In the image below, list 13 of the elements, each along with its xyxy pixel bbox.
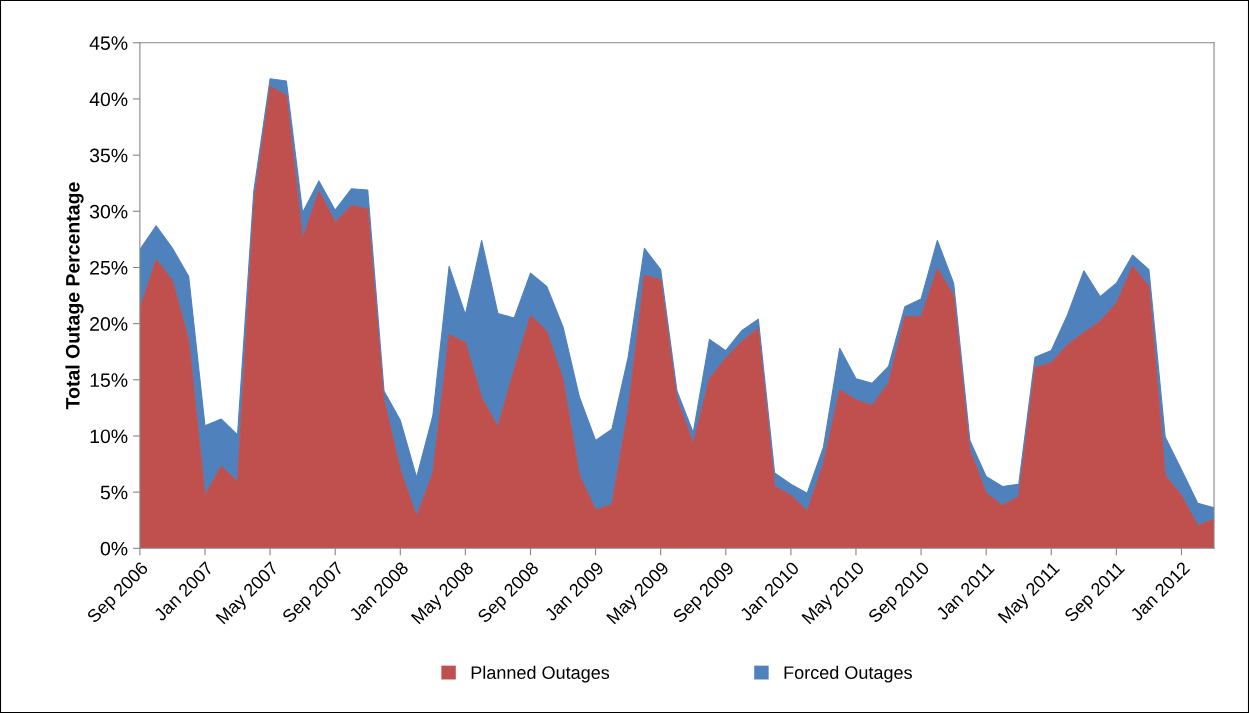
y-tick-label: 40% <box>89 92 128 107</box>
y-tick-label: 10% <box>90 429 128 444</box>
y-tick-label: 5% <box>100 485 128 500</box>
y-axis-title: Total Outage Percentage <box>65 182 84 410</box>
y-tick-label: 15% <box>90 373 128 388</box>
legend-label: Forced Outages <box>784 665 912 683</box>
y-tick-label: 20% <box>90 317 128 331</box>
legend-label: Planned Outages <box>471 665 610 683</box>
y-tick-label: 30% <box>89 204 128 219</box>
y-tick-label: 35% <box>89 148 128 163</box>
y-tick-label: 25% <box>90 260 128 275</box>
y-tick-label: 0% <box>100 541 128 556</box>
y-tick-label: 45% <box>89 36 128 51</box>
